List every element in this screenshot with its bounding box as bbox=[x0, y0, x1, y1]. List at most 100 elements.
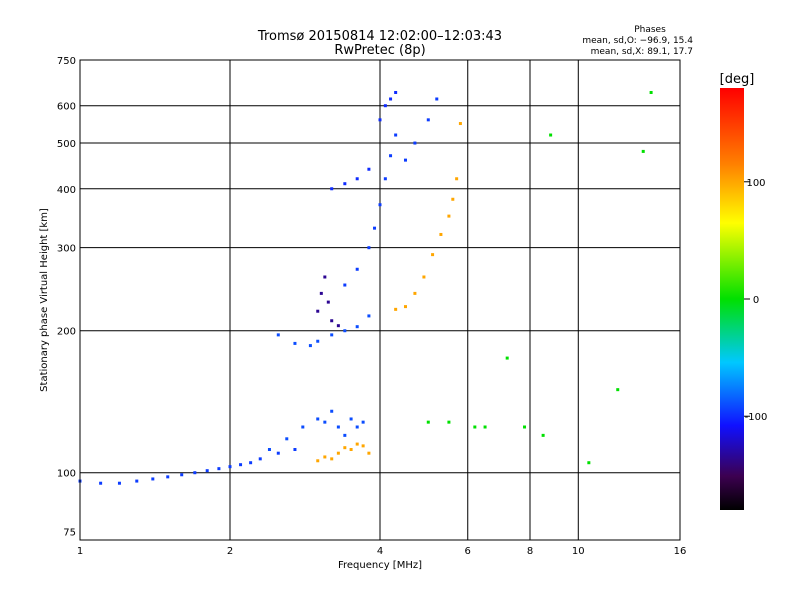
data-point bbox=[505, 356, 509, 360]
y-tick-label: 600 bbox=[57, 102, 76, 113]
x-tick-label: 6 bbox=[465, 546, 471, 557]
data-point bbox=[343, 283, 347, 287]
data-point bbox=[616, 388, 620, 392]
data-point bbox=[349, 447, 353, 451]
data-point bbox=[117, 481, 121, 485]
data-point bbox=[330, 457, 334, 461]
data-point bbox=[349, 417, 353, 421]
colorbar: [deg] 100 0 -100 bbox=[720, 72, 767, 510]
data-point bbox=[431, 253, 435, 257]
y-axis: 75 100 200 300 400 500 600 750 bbox=[57, 56, 76, 539]
data-point bbox=[389, 97, 393, 101]
data-point bbox=[343, 182, 347, 186]
y-axis-label: Stationary phase Virtual Height [km] bbox=[39, 208, 50, 392]
data-point bbox=[326, 300, 330, 304]
data-point bbox=[455, 177, 459, 181]
data-point bbox=[447, 214, 451, 218]
data-point bbox=[343, 433, 347, 437]
y-tick-label: 500 bbox=[57, 139, 76, 150]
data-point bbox=[267, 447, 271, 451]
x-tick-label: 16 bbox=[674, 546, 687, 557]
data-point bbox=[422, 275, 426, 279]
data-point bbox=[316, 339, 320, 343]
x-tick-label: 2 bbox=[227, 546, 233, 557]
data-point bbox=[217, 467, 221, 471]
y-tick-label: 100 bbox=[57, 469, 76, 480]
data-point bbox=[403, 305, 407, 309]
data-point bbox=[439, 232, 443, 236]
data-point bbox=[541, 433, 545, 437]
chart-title: Tromsø 20150814 12:02:00–12:03:43 bbox=[257, 29, 502, 44]
data-point bbox=[435, 97, 439, 101]
data-point bbox=[413, 291, 417, 295]
data-point bbox=[473, 425, 477, 429]
data-point bbox=[426, 420, 430, 424]
data-point bbox=[403, 158, 407, 162]
data-point bbox=[336, 324, 340, 328]
data-point bbox=[293, 447, 297, 451]
colorbar-gradient bbox=[720, 88, 744, 510]
data-point bbox=[316, 417, 320, 421]
data-point bbox=[135, 479, 139, 483]
data-point bbox=[323, 455, 327, 459]
x-tick-label: 1 bbox=[77, 546, 83, 557]
data-point bbox=[343, 446, 347, 450]
data-point bbox=[641, 149, 645, 153]
data-point bbox=[316, 309, 320, 313]
data-point bbox=[276, 451, 280, 455]
data-point bbox=[276, 333, 280, 337]
data-point bbox=[394, 307, 398, 311]
data-point bbox=[447, 420, 451, 424]
data-point bbox=[308, 344, 312, 348]
y-tick-label: 200 bbox=[57, 327, 76, 338]
y-tick-label: 750 bbox=[57, 56, 76, 67]
data-point bbox=[367, 451, 371, 455]
phase-stats-heading: Phases bbox=[634, 25, 666, 35]
data-point bbox=[649, 90, 653, 94]
y-tick-label: 75 bbox=[63, 528, 76, 539]
data-point bbox=[394, 133, 398, 137]
x-tick-label: 10 bbox=[572, 546, 585, 557]
plot-frame bbox=[79, 59, 681, 541]
data-point bbox=[413, 141, 417, 145]
colorbar-tick-label: -100 bbox=[745, 412, 768, 423]
data-point bbox=[330, 187, 334, 191]
data-point bbox=[355, 425, 359, 429]
data-point bbox=[355, 177, 359, 181]
data-point bbox=[355, 267, 359, 271]
y-tick-label: 300 bbox=[57, 244, 76, 255]
x-tick-label: 8 bbox=[527, 546, 533, 557]
data-point bbox=[483, 425, 487, 429]
phase-stats-o-mode: mean, sd,O: −96.9, 15.4 bbox=[582, 36, 693, 46]
data-point bbox=[166, 475, 170, 479]
colorbar-ticks: 100 0 -100 bbox=[744, 178, 767, 423]
x-axis: 1 2 4 6 8 10 16 bbox=[77, 546, 687, 557]
data-point bbox=[426, 118, 430, 122]
data-point bbox=[367, 246, 371, 250]
data-point bbox=[367, 314, 371, 318]
grid bbox=[80, 60, 680, 540]
data-point bbox=[239, 463, 243, 467]
colorbar-label: [deg] bbox=[720, 72, 755, 87]
colorbar-tick-label: 0 bbox=[753, 295, 759, 306]
data-point bbox=[249, 461, 253, 465]
data-point bbox=[383, 104, 387, 108]
data-point bbox=[323, 420, 327, 424]
data-point bbox=[285, 437, 289, 441]
data-point bbox=[378, 203, 382, 207]
data-point bbox=[323, 275, 327, 279]
data-point bbox=[330, 319, 334, 323]
data-point bbox=[361, 444, 365, 448]
data-point bbox=[258, 457, 262, 461]
data-point bbox=[378, 118, 382, 122]
data-point bbox=[355, 442, 359, 446]
data-point bbox=[383, 177, 387, 181]
chart-subtitle: RwPretec (8p) bbox=[334, 43, 425, 58]
data-point bbox=[394, 90, 398, 94]
data-point bbox=[228, 465, 232, 469]
data-points bbox=[78, 90, 653, 485]
x-axis-label: Frequency [MHz] bbox=[338, 560, 422, 571]
data-point bbox=[330, 333, 334, 337]
x-tick-label: 4 bbox=[377, 546, 383, 557]
